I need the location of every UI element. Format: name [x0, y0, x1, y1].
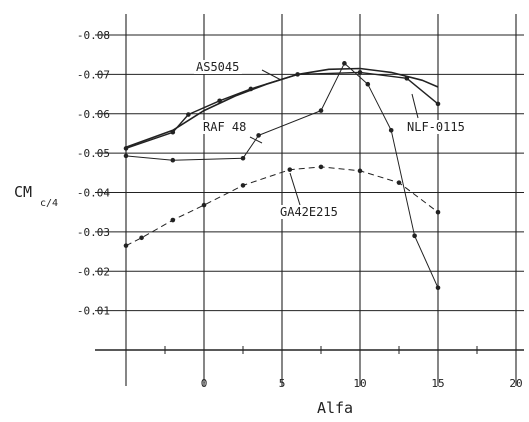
x-tick-labels: 0 5 10 15 20: [201, 377, 523, 390]
x-tick-label: 15: [431, 377, 444, 390]
annotations: AS5045 RAF 48 NLF-0115 GA42E215: [194, 60, 468, 219]
data-point-ga42e215: [435, 209, 441, 215]
data-point-nlf-0115: [248, 86, 254, 92]
data-point-raf-48: [388, 127, 394, 133]
series-label: NLF-0115: [407, 120, 465, 134]
data-point-nlf-0115: [170, 129, 176, 135]
data-point-raf-48: [435, 285, 441, 291]
annotation-leader: [249, 136, 263, 144]
data-point-nlf-0115: [186, 112, 191, 117]
y-tick-label: -0.01: [77, 305, 110, 318]
series-label: RAF 48: [203, 120, 246, 134]
data-point-ga42e215: [170, 217, 176, 223]
annotation-background: [194, 60, 242, 74]
data-point-raf-48: [318, 108, 324, 113]
series-lines: [123, 61, 441, 291]
y-tick-label: -0.04: [77, 187, 110, 200]
series-label: GA42E215: [280, 205, 338, 219]
data-point-raf-48: [240, 155, 246, 161]
data-point-ga42e215: [201, 202, 207, 208]
annotation-leader: [261, 69, 282, 81]
annotation-background: [278, 205, 341, 219]
x-tick-label: 20: [509, 377, 522, 390]
data-point-raf-48: [412, 233, 417, 239]
x-tick-label: 10: [353, 377, 366, 390]
data-point-nlf-0115: [357, 70, 363, 75]
x-axis-label: Alfa: [317, 399, 353, 417]
data-point-ga42e215: [240, 183, 246, 188]
series-label: AS5045: [196, 60, 239, 74]
data-point-nlf-0115: [295, 72, 300, 77]
data-point-raf-48: [365, 81, 371, 87]
y-tick-label: -0.02: [77, 265, 110, 278]
y-tick-label: -0.05: [77, 147, 110, 160]
data-point-nlf-0115: [123, 146, 129, 151]
annotation-background: [405, 120, 468, 134]
x-tick-label: 0: [201, 377, 208, 390]
y-tick-label: -0.08: [77, 29, 110, 42]
data-point-ga42e215: [287, 167, 293, 172]
annotation-leader: [411, 93, 419, 119]
series-line-ga42e215: [125, 166, 439, 247]
data-point-raf-48: [342, 61, 347, 66]
annotation-background: [201, 120, 249, 134]
x-tick-label: 5: [279, 377, 286, 390]
data-point-nlf-0115: [404, 76, 410, 81]
data-point-ga42e215: [396, 180, 402, 185]
data-point-nlf-0115: [435, 101, 441, 107]
y-tick-labels: -0.08 -0.07 -0.06 -0.05 -0.04 -0.03 -0.02 -0.01: [77, 29, 110, 318]
data-point-raf-48: [123, 153, 129, 159]
data-point-raf-48: [256, 133, 261, 138]
data-point-raf-48: [170, 157, 176, 163]
y-tick-label: -0.07: [77, 68, 110, 81]
grid: [95, 14, 524, 386]
annotation-leader: [289, 172, 301, 206]
y-tick-label: -0.03: [77, 226, 110, 239]
data-point-ga42e215: [357, 168, 363, 174]
series-line-raf-48: [125, 62, 439, 289]
data-point-ga42e215: [123, 243, 129, 248]
data-point-ga42e215: [318, 164, 324, 170]
y-axis-label-subscript: c/4: [40, 198, 58, 209]
data-point-nlf-0115: [217, 98, 222, 104]
y-tick-label: -0.06: [77, 108, 110, 121]
data-point-ga42e215: [139, 235, 144, 241]
y-axis-label: CM: [14, 183, 32, 201]
